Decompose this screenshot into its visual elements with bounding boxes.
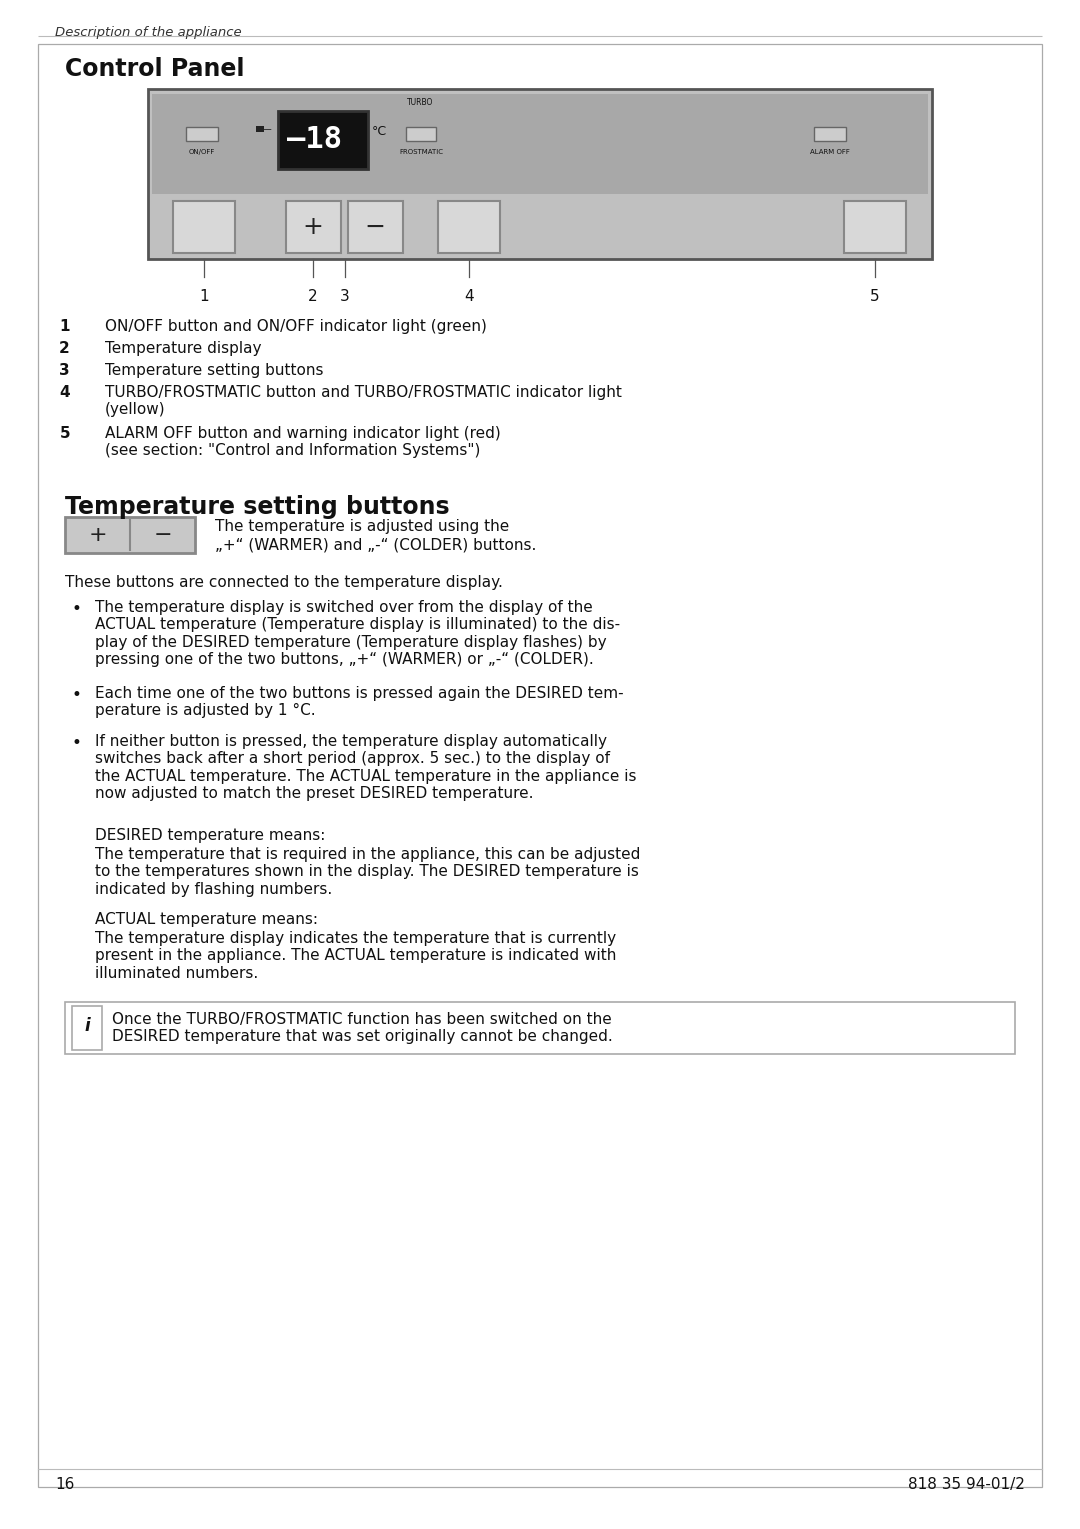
Text: –18: –18 xyxy=(287,125,342,154)
Text: 4: 4 xyxy=(59,385,70,401)
Text: 1: 1 xyxy=(59,320,70,333)
Text: If neither button is pressed, the temperature display automatically
switches bac: If neither button is pressed, the temper… xyxy=(95,734,636,801)
Text: Each time one of the two buttons is pressed again the DESIRED tem-
perature is a: Each time one of the two buttons is pres… xyxy=(95,687,623,719)
FancyBboxPatch shape xyxy=(348,200,403,252)
Text: 2: 2 xyxy=(308,289,318,304)
FancyBboxPatch shape xyxy=(186,127,218,141)
Text: TURBO/FROSTMATIC button and TURBO/FROSTMATIC indicator light
(yellow): TURBO/FROSTMATIC button and TURBO/FROSTM… xyxy=(105,385,622,417)
FancyBboxPatch shape xyxy=(65,1001,1015,1053)
Text: These buttons are connected to the temperature display.: These buttons are connected to the tempe… xyxy=(65,575,503,590)
FancyBboxPatch shape xyxy=(65,517,195,553)
FancyBboxPatch shape xyxy=(843,200,906,252)
FancyBboxPatch shape xyxy=(256,125,264,131)
FancyBboxPatch shape xyxy=(38,44,1042,1488)
Text: 5: 5 xyxy=(870,289,880,304)
Text: −: − xyxy=(153,524,172,544)
Text: 3: 3 xyxy=(339,289,349,304)
Text: +: + xyxy=(302,216,323,239)
Text: 1: 1 xyxy=(199,289,208,304)
Text: ALARM OFF: ALARM OFF xyxy=(810,148,850,154)
Text: The temperature is adjusted using the: The temperature is adjusted using the xyxy=(215,518,510,534)
Text: TURBO: TURBO xyxy=(407,98,433,107)
Text: 5: 5 xyxy=(59,427,70,440)
FancyBboxPatch shape xyxy=(406,127,436,141)
Text: „+“ (WARMER) and „-“ (COLDER) buttons.: „+“ (WARMER) and „-“ (COLDER) buttons. xyxy=(215,537,537,552)
FancyBboxPatch shape xyxy=(148,89,932,258)
Text: Once the TURBO/FROSTMATIC function has been switched on the
DESIRED temperature : Once the TURBO/FROSTMATIC function has b… xyxy=(112,1012,612,1044)
FancyBboxPatch shape xyxy=(278,112,368,170)
FancyBboxPatch shape xyxy=(438,200,500,252)
Text: i: i xyxy=(84,1017,90,1035)
Text: •: • xyxy=(72,599,82,618)
Text: Temperature setting buttons: Temperature setting buttons xyxy=(105,362,324,378)
Text: 4: 4 xyxy=(464,289,474,304)
Text: The temperature display indicates the temperature that is currently
present in t: The temperature display indicates the te… xyxy=(95,931,617,980)
Text: Control Panel: Control Panel xyxy=(65,57,244,81)
FancyBboxPatch shape xyxy=(72,1006,102,1050)
Text: ON/OFF button and ON/OFF indicator light (green): ON/OFF button and ON/OFF indicator light… xyxy=(105,320,487,333)
FancyBboxPatch shape xyxy=(286,200,341,252)
Text: 818 35 94-01/2: 818 35 94-01/2 xyxy=(908,1477,1025,1492)
Text: 3: 3 xyxy=(59,362,70,378)
Text: Description of the appliance: Description of the appliance xyxy=(55,26,242,40)
Text: °C: °C xyxy=(372,125,387,138)
Text: The temperature display is switched over from the display of the
ACTUAL temperat: The temperature display is switched over… xyxy=(95,599,620,667)
Text: Temperature setting buttons: Temperature setting buttons xyxy=(65,495,449,518)
Text: •: • xyxy=(72,734,82,752)
Text: 16: 16 xyxy=(55,1477,75,1492)
Text: Temperature display: Temperature display xyxy=(105,341,261,356)
Text: The temperature that is required in the appliance, this can be adjusted
to the t: The temperature that is required in the … xyxy=(95,847,640,898)
Text: ALARM OFF button and warning indicator light (red)
(see section: "Control and In: ALARM OFF button and warning indicator l… xyxy=(105,427,501,459)
Text: FROSTMATIC: FROSTMATIC xyxy=(399,148,443,154)
Text: —: — xyxy=(261,124,271,135)
Text: ON/OFF: ON/OFF xyxy=(189,148,215,154)
FancyBboxPatch shape xyxy=(814,127,846,141)
FancyBboxPatch shape xyxy=(152,93,928,194)
Text: ACTUAL temperature means:: ACTUAL temperature means: xyxy=(95,911,318,927)
Text: −: − xyxy=(365,216,386,239)
Text: +: + xyxy=(89,524,107,544)
FancyBboxPatch shape xyxy=(173,200,235,252)
Text: DESIRED temperature means:: DESIRED temperature means: xyxy=(95,829,325,842)
Text: •: • xyxy=(72,687,82,703)
Text: 2: 2 xyxy=(59,341,70,356)
